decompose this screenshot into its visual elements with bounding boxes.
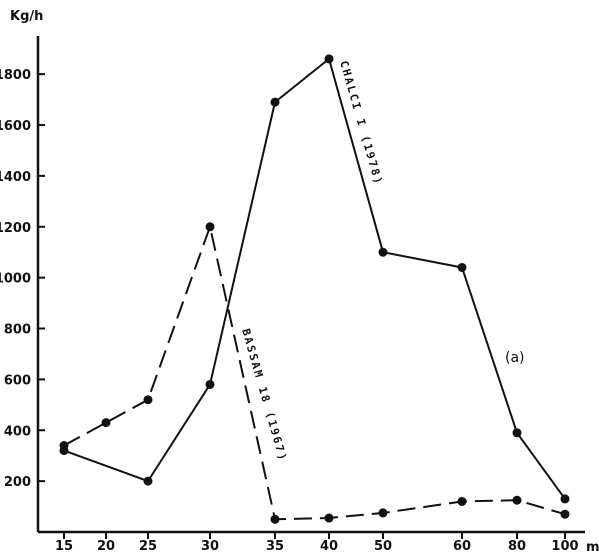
y-tick-label: 600 [4,373,31,388]
series-lines [63,57,566,521]
data-point-chalci [512,428,522,438]
y-tick-label: 800 [4,323,31,338]
series-line-chalci [63,57,566,500]
x-tick-label: 80 [508,539,526,553]
x-tick-label: 15 [55,539,73,553]
y-tick-label: 1600 [0,119,31,134]
data-point-chalci [457,262,467,272]
data-point-bassam [324,513,334,523]
data-point-chalci [270,97,280,107]
y-tick-label: 1000 [0,272,31,287]
x-tick-label: 50 [374,539,392,553]
data-point-chalci [378,247,388,257]
data-point-bassam [270,514,280,524]
chart-annotation: (a) [505,350,525,366]
data-point-chalci [324,54,334,64]
x-axis-unit-label: m [586,540,599,553]
series-line-bassam [63,225,566,521]
x-tick-label: 25 [139,539,157,553]
data-point-bassam [560,509,570,519]
data-point-chalci [143,476,153,486]
x-tick-label: 60 [453,539,471,553]
x-tick-label: 20 [97,539,115,553]
data-point-chalci [560,494,570,504]
x-tick-label: 30 [201,539,219,553]
y-tick-label: 400 [4,424,31,439]
data-point-bassam [378,508,388,518]
data-point-bassam [512,495,522,505]
data-point-bassam [457,496,467,506]
x-tick-label: 40 [320,539,338,553]
axes [36,36,585,534]
series-points [59,54,570,524]
data-point-chalci [205,379,215,389]
y-tick-label: 200 [4,475,31,490]
y-ticks: 200 400 600 800 1000 1200 1400 1600 1800 [0,68,45,490]
y-axis-unit-label: Kg/h [10,9,43,24]
y-tick-label: 1200 [0,221,31,236]
y-tick-label: 1800 [0,68,31,83]
x-tick-label: 35 [266,539,284,553]
x-ticks: 15 20 25 30 35 40 50 60 80 100 [55,532,579,553]
x-tick-label: 100 [551,539,578,553]
data-point-bassam [143,395,153,405]
data-point-bassam [101,418,111,428]
data-point-bassam [205,222,215,232]
series-label-chalci: CHALCI I (1978) [337,59,385,187]
data-point-bassam [59,441,69,451]
y-tick-label: 1400 [0,170,31,185]
